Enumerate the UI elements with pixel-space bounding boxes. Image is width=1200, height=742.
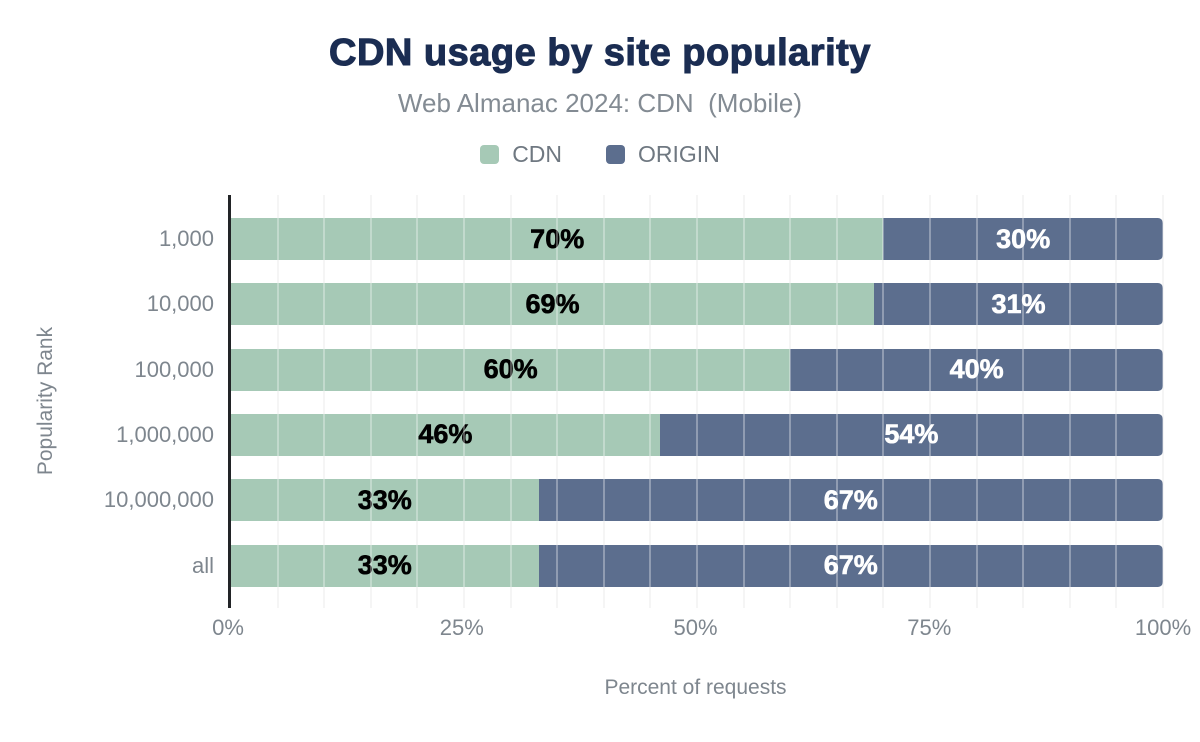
bar-value-label: 67% — [823, 550, 878, 580]
bar-segment-cdn: 60% — [231, 348, 791, 391]
gridline-35 — [556, 195, 559, 608]
bar-segment-origin: 40% — [790, 348, 1163, 391]
x-axis-tick-label: 0% — [212, 615, 244, 640]
bar-value-label: 30% — [996, 223, 1051, 254]
gridline-25 — [463, 195, 465, 608]
gridline-10 — [323, 195, 326, 608]
bar-value-label: 31% — [991, 288, 1046, 319]
gridline-20 — [416, 195, 419, 608]
bar-segment-cdn: 33% — [231, 544, 539, 587]
bar-value-label: 69% — [525, 288, 580, 319]
bar-value-label: 54% — [884, 419, 939, 450]
x-axis-tick-label: 50% — [673, 615, 718, 640]
y-axis-category-label: 10,000,000 — [103, 487, 214, 513]
bar-row-1-000: 70% 30% — [231, 218, 1163, 260]
bar-row-all: 33% 67% — [231, 544, 1163, 587]
gridline-40 — [602, 195, 605, 608]
bar-row-1-000-000: 46% 54% — [231, 413, 1163, 456]
gridline-100 — [1162, 195, 1164, 608]
gridline-45 — [649, 195, 652, 608]
bar-segment-origin: 30% — [883, 218, 1163, 260]
gridline-20 — [416, 195, 419, 608]
bar-value-label: 40% — [949, 354, 1004, 385]
gridline-55 — [742, 195, 745, 608]
legend-item-cdn: CDN — [480, 141, 562, 168]
gridline-25 — [463, 195, 465, 608]
gridline-75 — [929, 195, 931, 608]
legend-label-cdn: CDN — [512, 141, 563, 167]
chart-title: CDN usage by site popularity — [328, 31, 871, 74]
gridline-65 — [835, 195, 838, 608]
gridline-40 — [602, 195, 605, 608]
bar-segment-cdn: 69% — [231, 283, 875, 326]
bar-value-label: 33% — [357, 550, 412, 580]
x-axis-title: Percent of requests — [604, 676, 787, 699]
gridline-90 — [1068, 195, 1071, 608]
bar-segment-cdn: 46% — [231, 413, 660, 456]
gridline-10 — [323, 195, 326, 608]
gridline-15 — [369, 195, 372, 608]
bar-value-label: 70% — [530, 223, 585, 254]
bar-value-label: 67% — [823, 484, 878, 515]
gridline-55 — [742, 195, 745, 608]
legend-label-origin: ORIGIN — [638, 141, 720, 167]
gridline-90 — [1068, 195, 1071, 608]
gridline-60 — [789, 195, 792, 608]
x-axis-tick-label: 100% — [1134, 615, 1192, 640]
bar-value-label: 33% — [357, 484, 412, 515]
bar-segment-origin: 31% — [874, 283, 1163, 326]
legend-swatch-cdn-icon — [480, 145, 500, 164]
gridline-5 — [276, 195, 279, 608]
gridline-65 — [835, 195, 838, 608]
gridline-75 — [929, 195, 931, 608]
bar-segment-cdn: 70% — [231, 218, 884, 260]
bar-row-10-000: 69% 31% — [231, 283, 1163, 326]
gridline-30 — [509, 195, 512, 608]
gridline-100 — [1162, 195, 1164, 608]
gridline-70 — [882, 195, 885, 608]
y-axis-title: Popularity Rank — [34, 326, 57, 476]
gridline-50 — [696, 195, 698, 608]
gridline-80 — [975, 195, 978, 608]
gridline-50 — [696, 195, 698, 608]
gridline-95 — [1115, 195, 1118, 608]
y-axis-category-label: 1,000,000 — [116, 421, 214, 447]
y-axis-category-label: all — [191, 552, 214, 578]
x-axis-ticks: 0% 25% 50% 75% 100% — [212, 615, 1191, 641]
gridline-60 — [789, 195, 792, 608]
legend: CDN ORIGIN — [0, 141, 1200, 168]
bar-segment-origin: 67% — [538, 544, 1163, 587]
plot-area: 70% 30% 69% 31% 60% 40% 46% 54% 33% 67% 33% 67% — [228, 195, 1164, 608]
gridline-70 — [882, 195, 885, 608]
legend-swatch-origin-icon — [606, 145, 626, 164]
bar-row-10-000-000: 33% 67% — [231, 479, 1163, 522]
bar-value-label: 46% — [418, 419, 473, 450]
bar-segment-origin: 54% — [659, 413, 1163, 456]
gridline-5 — [276, 195, 279, 608]
gridline-95 — [1115, 195, 1118, 608]
gridline-15 — [369, 195, 372, 608]
gridline-85 — [1022, 195, 1025, 608]
gridline-35 — [556, 195, 559, 608]
chart-region: 70% 30% 69% 31% 60% 40% 46% 54% 33% 67% 33% 67% 1,0… — [0, 195, 1200, 608]
bar-value-label: 60% — [483, 354, 538, 385]
legend-item-origin: ORIGIN — [606, 141, 720, 168]
bar-segment-origin: 67% — [538, 479, 1163, 522]
gridline-30 — [509, 195, 512, 608]
y-axis-category-label: 10,000 — [146, 291, 214, 317]
x-axis-tick-label: 75% — [907, 615, 952, 640]
x-axis-tick-label: 25% — [439, 615, 484, 640]
gridline-45 — [649, 195, 652, 608]
y-axis-category-label: 1,000 — [158, 226, 214, 251]
bar-segment-cdn: 33% — [231, 479, 539, 522]
y-axis-category-label: 100,000 — [134, 356, 214, 382]
bar-row-100-000: 60% 40% — [231, 348, 1163, 391]
gridline-80 — [975, 195, 978, 608]
chart-subtitle: Web Almanac 2024: CDN (Mobile) — [397, 88, 803, 118]
gridline-85 — [1022, 195, 1025, 608]
